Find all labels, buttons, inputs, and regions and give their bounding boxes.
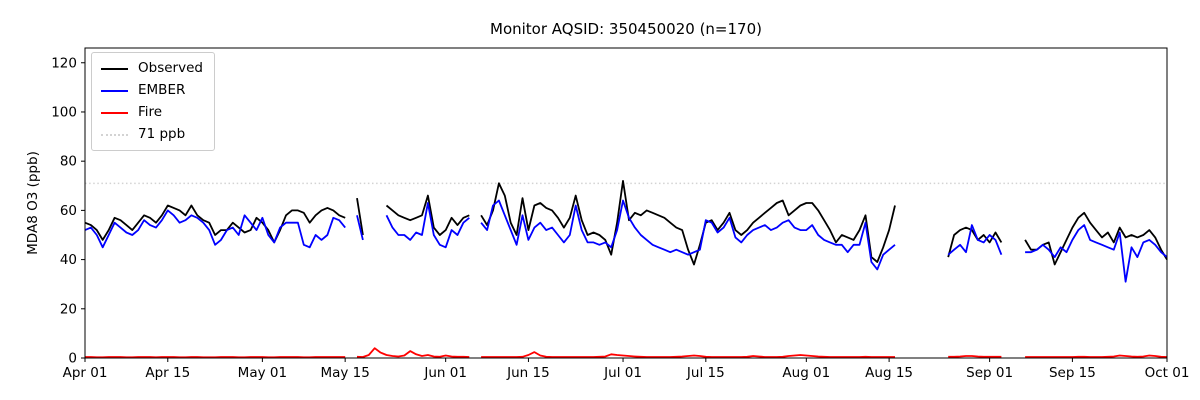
x-tick-label: Sep 01 (966, 365, 1013, 381)
x-tick-label: Apr 01 (63, 365, 108, 381)
x-tick-label: May 01 (238, 365, 287, 381)
legend: Observed EMBER Fire 71 ppb (91, 52, 215, 151)
legend-label: EMBER (138, 82, 186, 98)
plot-frame (84, 47, 1168, 359)
y-tick-label: 20 (60, 301, 77, 317)
x-tick-label: Sep 15 (1049, 365, 1096, 381)
legend-item-71ppb: 71 ppb (101, 126, 203, 143)
y-tick-label: 80 (60, 154, 77, 170)
legend-line-71ppb-icon (101, 133, 128, 136)
x-tick-label: Jun 15 (506, 365, 550, 381)
legend-label: 71 ppb (138, 126, 186, 142)
legend-line-ember-icon (101, 89, 128, 92)
legend-item-fire: Fire (101, 104, 203, 121)
x-tick-label: Aug 15 (865, 365, 913, 381)
x-tick-label: Jun 01 (423, 365, 467, 381)
x-tick-label: Jul 15 (686, 365, 725, 381)
legend-label: Observed (138, 60, 203, 76)
y-tick-label: 60 (60, 203, 77, 219)
series-line-ember (84, 199, 1168, 283)
legend-item-ember: EMBER (101, 82, 203, 99)
plot-title: Monitor AQSID: 350450020 (n=170) (490, 20, 762, 38)
x-tick-label: May 15 (320, 365, 369, 381)
legend-line-observed-icon (101, 67, 128, 70)
x-tick-label: Aug 01 (782, 365, 830, 381)
x-tick-label: Apr 15 (145, 365, 190, 381)
y-tick-label: 40 (60, 252, 77, 268)
legend-line-fire-icon (101, 111, 128, 114)
series-line-observed (84, 180, 1168, 266)
y-tick-label: 120 (51, 55, 77, 71)
series-line-fire (85, 347, 1168, 359)
x-tick-label: Jul 01 (603, 365, 642, 381)
legend-label: Fire (138, 104, 163, 120)
legend-item-observed: Observed (101, 60, 203, 77)
y-tick-label: 0 (68, 351, 77, 367)
y-tick-label: 100 (51, 104, 77, 120)
x-tick-label: Oct 01 (1145, 365, 1190, 381)
